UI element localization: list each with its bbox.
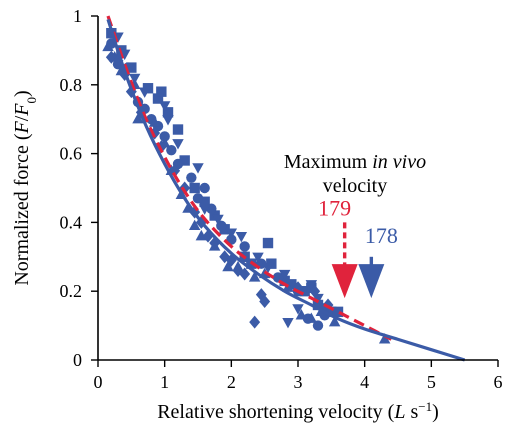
triangle-down-marker <box>262 262 274 274</box>
square-marker <box>152 93 164 104</box>
circle-marker <box>159 131 170 142</box>
square-marker <box>199 196 210 207</box>
y-tick-label: 1 <box>73 6 82 26</box>
x-tick-label: 5 <box>427 372 436 392</box>
square-marker <box>179 155 190 166</box>
triangle-up-marker <box>295 309 308 320</box>
triangle-down-marker <box>158 101 171 112</box>
diamond-marker <box>309 284 321 298</box>
square-marker <box>172 124 184 135</box>
triangle-up-marker <box>188 219 201 230</box>
arrow-label-179: 179 <box>318 196 351 221</box>
diamond-marker <box>105 50 117 64</box>
square-marker <box>332 306 344 318</box>
square-marker <box>262 237 274 249</box>
axis-ticks: 0 1 2 3 4 5 6 0 0.2 0.4 0.6 0.8 1 <box>60 6 503 392</box>
square-marker <box>319 303 330 314</box>
square-marker <box>162 107 174 118</box>
annotation-line2: velocity <box>323 175 387 197</box>
x-tick-label: 0 <box>94 372 103 392</box>
diamond-marker <box>249 315 261 329</box>
square-marker <box>326 306 337 318</box>
diamond-marker <box>239 267 251 281</box>
triangle-up-marker <box>102 40 114 52</box>
circle-marker <box>186 172 197 183</box>
circle-marker <box>192 193 204 204</box>
circle-marker <box>239 241 250 252</box>
triangle-up-marker <box>148 116 161 127</box>
x-axis-title: Relative shortening velocity (L s−1) <box>157 399 439 424</box>
square-marker <box>156 86 167 97</box>
circle-marker <box>312 320 324 331</box>
fit-curve-179 <box>106 15 393 341</box>
y-tick-label: 0.4 <box>60 212 83 232</box>
triangle-up-marker <box>222 260 234 272</box>
square-marker <box>299 286 310 297</box>
triangle-up-marker <box>328 315 341 327</box>
square-marker <box>286 279 297 290</box>
y-tick-label: 0 <box>73 350 82 370</box>
diamond-marker <box>202 229 214 243</box>
y-tick-label: 0.2 <box>60 281 83 301</box>
y-tick-label: 0.6 <box>60 144 83 164</box>
triangle-down-marker <box>252 252 264 264</box>
triangle-down-marker <box>192 163 204 174</box>
arrow-head-179 <box>331 264 358 299</box>
velocity-arrows: 179 178 <box>318 196 398 299</box>
diamond-marker <box>149 126 161 140</box>
x-tick-label: 3 <box>294 372 303 392</box>
arrow-label-178: 178 <box>365 223 398 248</box>
square-marker <box>189 182 200 194</box>
triangle-down-marker <box>162 115 174 126</box>
triangle-up-marker <box>378 333 391 344</box>
triangle-up-marker <box>132 112 144 124</box>
diamond-marker <box>232 264 244 278</box>
x-tick-label: 2 <box>227 372 236 392</box>
triangle-down-marker <box>235 232 248 243</box>
diamond-marker <box>179 181 191 195</box>
square-marker <box>279 275 290 287</box>
circle-marker <box>272 272 284 283</box>
triangle-up-marker <box>305 312 318 323</box>
triangle-up-marker <box>248 271 261 282</box>
triangle-down-marker <box>138 87 151 98</box>
arrow-head-178 <box>358 264 385 299</box>
diamond-marker <box>259 295 271 309</box>
triangle-down-marker <box>172 139 184 150</box>
triangle-down-marker <box>225 228 238 239</box>
circle-marker <box>199 182 210 194</box>
triangle-down-marker <box>278 269 291 281</box>
triangle-down-marker <box>198 204 211 215</box>
square-marker <box>312 299 324 311</box>
y-tick-label: 0.8 <box>60 75 83 95</box>
y-axis-title: Normalized force (F/F0) <box>11 90 39 285</box>
fit-curves <box>106 15 466 362</box>
triangle-down-marker <box>292 304 304 315</box>
triangle-down-marker <box>282 318 294 329</box>
triangle-down-marker <box>305 280 318 291</box>
triangle-down-marker <box>128 73 141 85</box>
annotation-line1: Maximum in vivo <box>284 151 426 173</box>
x-tick-label: 1 <box>160 372 169 392</box>
fit-curve-178 <box>106 18 466 362</box>
circle-marker <box>166 144 177 156</box>
diamond-marker <box>225 253 237 267</box>
x-tick-label: 6 <box>494 372 503 392</box>
x-tick-label: 4 <box>360 372 369 392</box>
triangle-down-marker <box>212 214 224 226</box>
diamond-marker <box>169 164 181 178</box>
